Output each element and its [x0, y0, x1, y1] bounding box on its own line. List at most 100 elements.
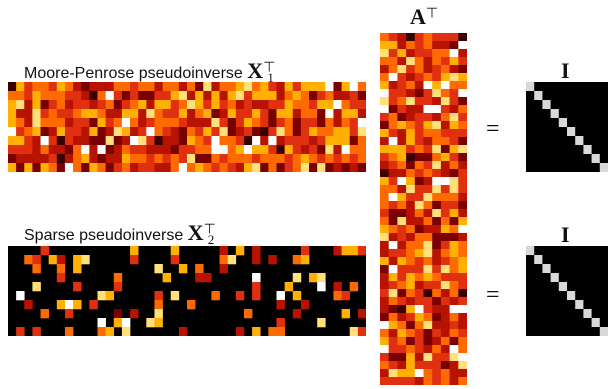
identity-bottom-diagonal-cell: [550, 273, 559, 282]
x1-cell: [243, 91, 253, 101]
x1-cell: [64, 136, 74, 146]
x2-caption: Sparse pseudoinverse X⊤2: [24, 220, 216, 248]
a-transpose-cell: [432, 65, 442, 74]
a-transpose-cell: [397, 193, 407, 202]
x2-cell: [105, 327, 115, 336]
x1-cell: [32, 82, 41, 92]
a-transpose-cell: [414, 313, 424, 322]
x1-cell: [268, 127, 277, 137]
a-transpose-cell: [423, 241, 433, 250]
a-transpose-cell: [423, 41, 433, 50]
identity-top-diagonal-cell: [567, 127, 576, 136]
x1-cell: [284, 136, 294, 146]
a-transpose-cell: [449, 257, 459, 266]
a-transpose-cell: [449, 377, 459, 385]
x1-cell: [341, 91, 351, 101]
a-transpose-cell: [432, 233, 442, 242]
x1-cell: [24, 91, 33, 101]
x1-cell: [252, 154, 261, 164]
a-transpose-cell: [458, 41, 467, 50]
identity-matrix-bottom-svg: [526, 246, 608, 336]
a-transpose-cell: [380, 329, 389, 338]
a-transpose-cell: [406, 353, 416, 362]
a-transpose-cell: [397, 313, 407, 322]
x1-cell: [73, 127, 82, 137]
a-transpose-cell: [397, 201, 407, 210]
x2-cell: [32, 255, 41, 265]
a-transpose-cell: [380, 121, 389, 130]
x1-cell: [113, 118, 123, 128]
a-transpose-cell: [406, 329, 416, 338]
a-transpose-cell: [414, 289, 424, 298]
a-transpose-cell: [414, 249, 424, 258]
x2-cell: [16, 327, 25, 336]
x1-cell: [138, 82, 147, 92]
a-transpose-cell: [423, 169, 433, 178]
identity-matrix-top-svg: [526, 82, 608, 172]
a-transpose-cell: [458, 249, 467, 258]
a-transpose-cell: [440, 353, 450, 362]
a-transpose-cell: [423, 257, 433, 266]
x1-cell: [130, 154, 139, 164]
x2-cell: [276, 300, 285, 310]
a-transpose-cell: [388, 345, 398, 354]
x1-cell: [219, 127, 228, 137]
x2-cell: [300, 255, 310, 265]
x1-cell: [268, 136, 277, 146]
x1-cell: [73, 82, 82, 92]
x1-cell: [48, 163, 58, 172]
x1-cell: [16, 154, 25, 164]
a-transpose-cell: [449, 233, 459, 242]
a-transpose-cell: [406, 233, 416, 242]
x1-cell: [8, 100, 17, 110]
x1-cell: [341, 109, 351, 119]
a-transpose-cell: [397, 89, 407, 98]
x2-cell: [64, 309, 74, 319]
a-transpose-cell: [440, 233, 450, 242]
a-transpose-cell: [432, 73, 442, 82]
a-transpose-cell: [406, 73, 416, 82]
a-transpose-cell: [406, 129, 416, 138]
a-transpose-cell: [380, 241, 389, 250]
x1-cell: [292, 127, 302, 137]
a-transpose-cell: [440, 33, 450, 42]
x2-cell: [130, 309, 139, 319]
x1-cell: [252, 100, 261, 110]
x1-cell: [130, 100, 139, 110]
x1-cell: [211, 91, 220, 101]
x1-cell: [211, 127, 220, 137]
x1-cell: [260, 109, 269, 119]
a-transpose-cell: [458, 281, 467, 290]
x1-cell: [105, 145, 115, 155]
x1-cell: [40, 163, 49, 172]
a-transpose-cell: [458, 161, 467, 170]
x1-cell: [203, 154, 212, 164]
x1-cell: [300, 91, 310, 101]
x2-cell: [333, 282, 342, 292]
x1-cell: [349, 118, 359, 128]
a-transpose-cell: [432, 265, 442, 274]
a-transpose-cell: [458, 193, 467, 202]
a-transpose-cell: [380, 169, 389, 178]
x1-cell: [357, 154, 366, 164]
a-transpose-cell: [380, 97, 389, 106]
x1-cell: [105, 91, 115, 101]
a-transpose-cell: [406, 257, 416, 266]
x1-cell: [325, 127, 334, 137]
x1-cell: [227, 145, 237, 155]
a-transpose-cell: [458, 273, 467, 282]
a-transpose-cell: [406, 65, 416, 74]
x2-cell: [130, 255, 139, 265]
a-transpose-cell: [397, 369, 407, 378]
x2-cell: [113, 309, 123, 319]
x1-cell: [40, 127, 49, 137]
a-transpose-cell: [458, 129, 467, 138]
a-transpose-cell: [414, 153, 424, 162]
x1-cell: [325, 109, 334, 119]
a-transpose-cell: [440, 65, 450, 74]
a-transpose-cell: [414, 65, 424, 74]
x2-cell: [252, 291, 261, 301]
a-transpose-cell: [380, 161, 389, 170]
x1-cell: [154, 100, 163, 110]
a-transpose-cell: [432, 209, 442, 218]
